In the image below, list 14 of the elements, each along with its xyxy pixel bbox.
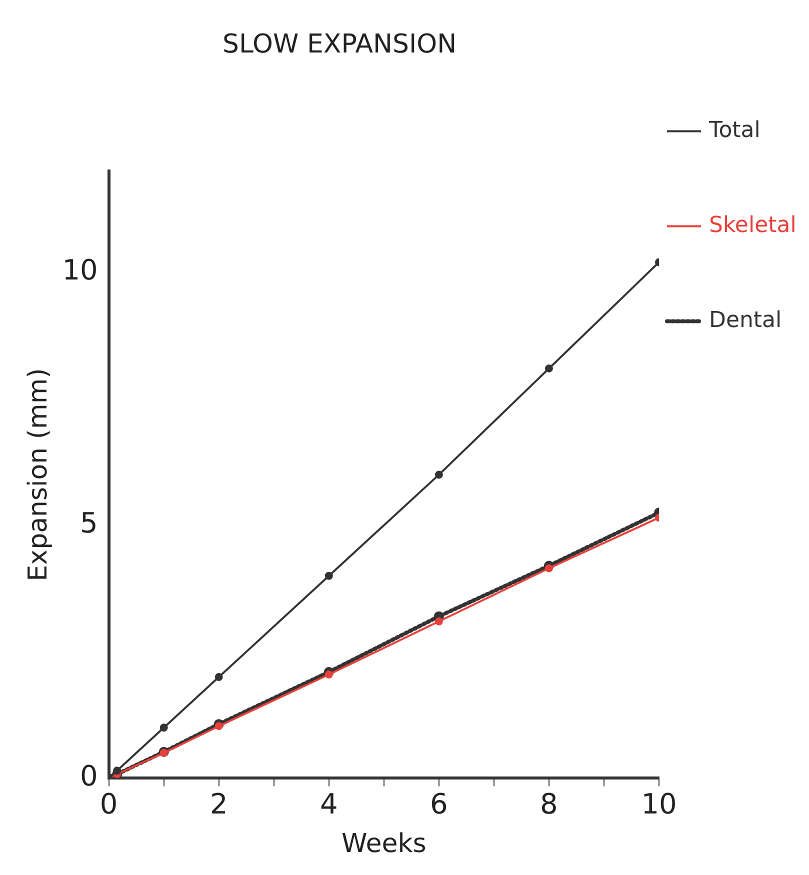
x-tick-label: 8 xyxy=(540,787,558,820)
legend-label: Skeletal xyxy=(709,212,796,238)
x-tick-label: 2 xyxy=(210,787,228,820)
y-tick-label: 5 xyxy=(80,506,98,540)
x-tick-label: 4 xyxy=(320,787,338,820)
chart-title: SLOW EXPANSION xyxy=(222,29,457,60)
y-axis-title: Expansion (mm) xyxy=(23,368,54,582)
x-tick-label: 6 xyxy=(430,787,448,820)
x-axis-title: Weeks xyxy=(342,829,426,860)
y-tick-label: 10 xyxy=(62,254,98,287)
x-tick-label: 10 xyxy=(641,787,677,820)
legend-label: Total xyxy=(708,118,760,143)
y-tick-label: 0 xyxy=(80,759,98,792)
legend-label: Dental xyxy=(709,308,782,333)
